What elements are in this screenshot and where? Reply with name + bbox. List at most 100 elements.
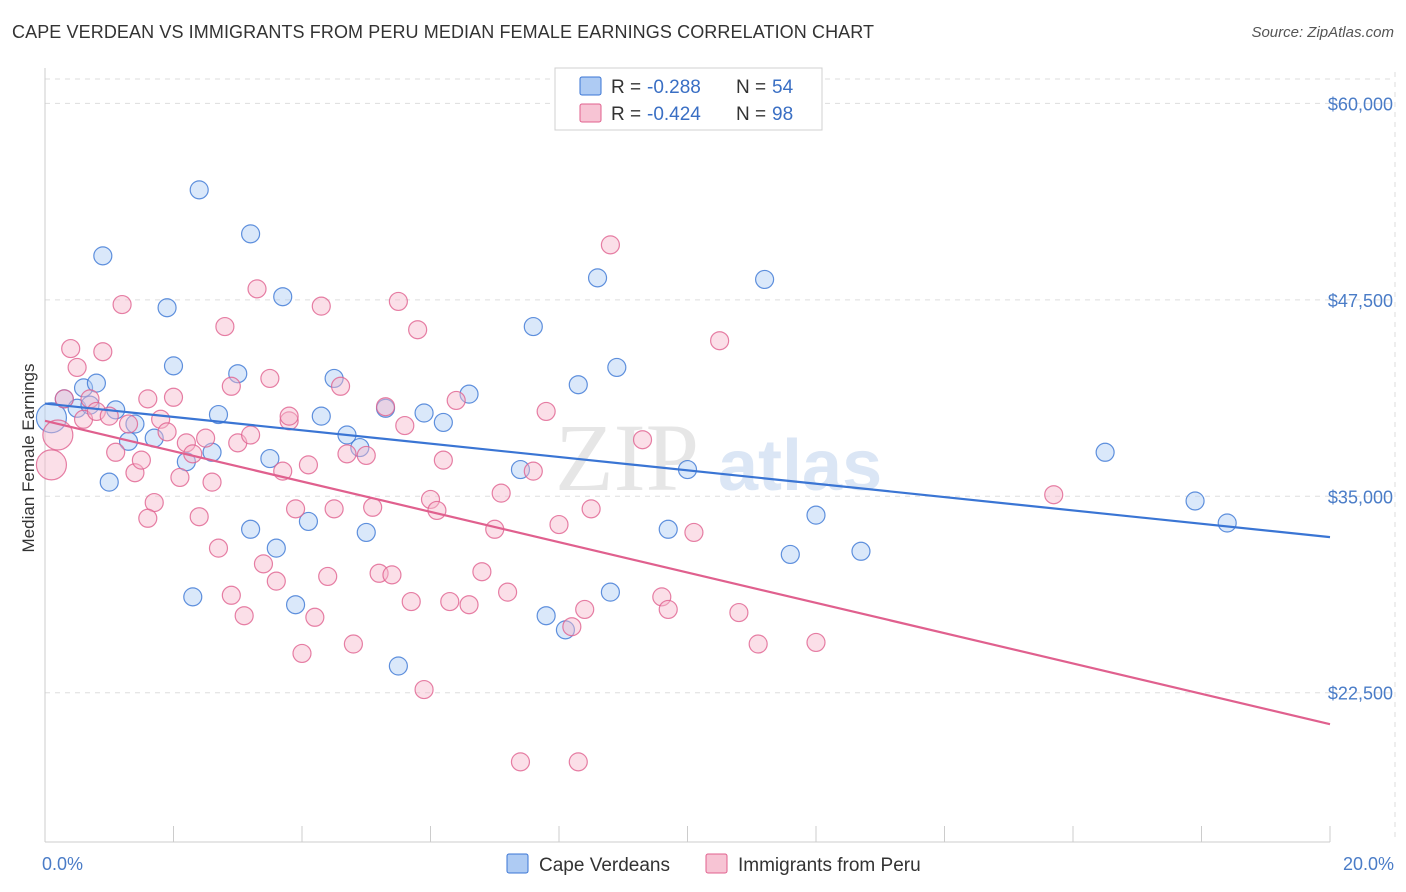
point-peru-81 xyxy=(710,331,730,351)
point-peru-41 xyxy=(305,607,325,627)
point-peru-23 xyxy=(189,507,209,527)
point-peru-38 xyxy=(285,499,306,519)
point-cape-verdean-44 xyxy=(607,357,627,378)
point-peru-51 xyxy=(375,397,396,417)
point-peru-47 xyxy=(343,634,363,654)
point-cape-verdean-26 xyxy=(298,511,319,532)
point-cape-verdean-52 xyxy=(1185,491,1205,511)
point-cape-verdean-42 xyxy=(587,268,608,288)
point-cape-verdean-35 xyxy=(433,412,453,433)
point-peru-45 xyxy=(330,376,351,396)
point-peru-61 xyxy=(440,591,460,612)
point-peru-76 xyxy=(600,235,621,255)
grid-lines xyxy=(45,72,1396,842)
point-cape-verdean-12 xyxy=(157,298,177,318)
legend-n-label-1: N = xyxy=(736,77,766,98)
point-peru-63 xyxy=(459,595,479,615)
point-cape-verdean-13 xyxy=(163,356,184,376)
point-cape-verdean-18 xyxy=(208,404,229,425)
axes xyxy=(44,68,1331,843)
point-peru-67 xyxy=(498,582,518,602)
point-peru-52 xyxy=(382,565,402,585)
legend-n-value-1: 54 xyxy=(772,77,794,98)
point-peru-69 xyxy=(523,461,543,481)
y-tick-label-3: $60,000 xyxy=(1328,94,1393,114)
point-peru-86 xyxy=(221,585,241,605)
legend-r-value-2: -0.424 xyxy=(647,104,701,125)
source-label: Source: ZipAtlas.com xyxy=(1251,24,1394,41)
point-peru-75 xyxy=(581,499,601,519)
point-cape-verdean-45 xyxy=(658,519,678,539)
point-cape-verdean-16 xyxy=(189,180,209,200)
point-cape-verdean-38 xyxy=(523,316,543,337)
point-peru-27 xyxy=(215,316,235,337)
point-cape-verdean-41 xyxy=(568,375,588,395)
point-peru-82 xyxy=(729,602,749,623)
point-peru-18 xyxy=(157,422,177,442)
point-peru-39 xyxy=(292,643,312,664)
point-cape-verdean-50 xyxy=(851,541,871,561)
point-peru-44 xyxy=(324,499,344,519)
point-peru-68 xyxy=(510,752,531,772)
stats-legend: R = -0.288 N = 54 R = -0.424 N = 98 xyxy=(554,67,823,131)
point-peru-14 xyxy=(131,450,151,470)
legend-r-label-2: R = xyxy=(611,104,641,125)
point-peru-88 xyxy=(138,508,158,528)
point-cape-verdean-6 xyxy=(93,246,113,266)
point-peru-31 xyxy=(241,425,261,445)
point-peru-60 xyxy=(433,450,453,470)
point-peru-43 xyxy=(318,566,338,587)
point-peru-79 xyxy=(658,599,678,620)
point-peru-32 xyxy=(247,279,267,299)
point-cape-verdean-21 xyxy=(241,224,261,244)
watermark-atlas: atlas xyxy=(718,426,882,506)
point-peru-70 xyxy=(536,401,556,422)
point-cape-verdean-33 xyxy=(388,656,408,676)
point-peru-62 xyxy=(446,390,466,411)
point-cape-verdean-20 xyxy=(241,519,261,539)
y-axis-label: Median Female Earnings xyxy=(19,364,38,553)
point-peru-33 xyxy=(253,554,274,574)
point-peru-7 xyxy=(86,401,107,422)
point-peru-64 xyxy=(472,562,492,582)
point-cape-verdean-51 xyxy=(1095,442,1115,462)
point-cape-verdean-25 xyxy=(285,595,306,615)
point-cape-verdean-7 xyxy=(99,472,119,492)
point-peru-30 xyxy=(234,606,254,626)
legend-swatch-blue xyxy=(579,76,602,96)
legend-n-label-2: N = xyxy=(736,104,766,125)
x-tick-label-0: 0.0% xyxy=(42,854,83,874)
point-peru-28 xyxy=(221,376,241,396)
point-peru-10 xyxy=(106,442,126,462)
legend-r-label-1: R = xyxy=(611,77,641,98)
x-tick-labels: 0.0% 20.0% xyxy=(42,854,1394,874)
point-peru-57 xyxy=(414,679,434,700)
points-layer xyxy=(35,180,1237,772)
point-peru-53 xyxy=(388,291,408,312)
trend-line-cape-verdean xyxy=(44,402,1331,539)
y-tick-label-2: $47,500 xyxy=(1328,291,1393,311)
point-peru-21 xyxy=(176,433,196,453)
point-peru-55 xyxy=(401,591,421,612)
point-peru-84 xyxy=(806,632,826,653)
point-cape-verdean-10 xyxy=(125,414,145,434)
point-peru-73 xyxy=(568,752,588,772)
trend-lines xyxy=(44,402,1331,726)
point-peru-46 xyxy=(337,444,357,464)
y-tick-label-0: $22,500 xyxy=(1328,684,1393,704)
point-peru-12 xyxy=(118,414,139,434)
point-peru-40 xyxy=(298,455,319,475)
legend-swatch-pink xyxy=(579,103,602,123)
point-peru-83 xyxy=(748,634,768,654)
legend-r-value-1: -0.288 xyxy=(647,77,701,98)
trend-line-peru xyxy=(44,419,1331,726)
point-cape-verdean-48 xyxy=(780,544,800,565)
point-peru-56 xyxy=(408,320,428,340)
point-peru-19 xyxy=(163,387,184,407)
point-cape-verdean-53 xyxy=(1217,513,1237,533)
point-peru-20 xyxy=(170,467,190,488)
bottom-legend-label-1: Cape Verdeans xyxy=(539,855,670,876)
point-peru-2 xyxy=(54,389,74,409)
watermark-zip: ZIP xyxy=(555,404,699,511)
point-peru-71 xyxy=(549,514,569,535)
